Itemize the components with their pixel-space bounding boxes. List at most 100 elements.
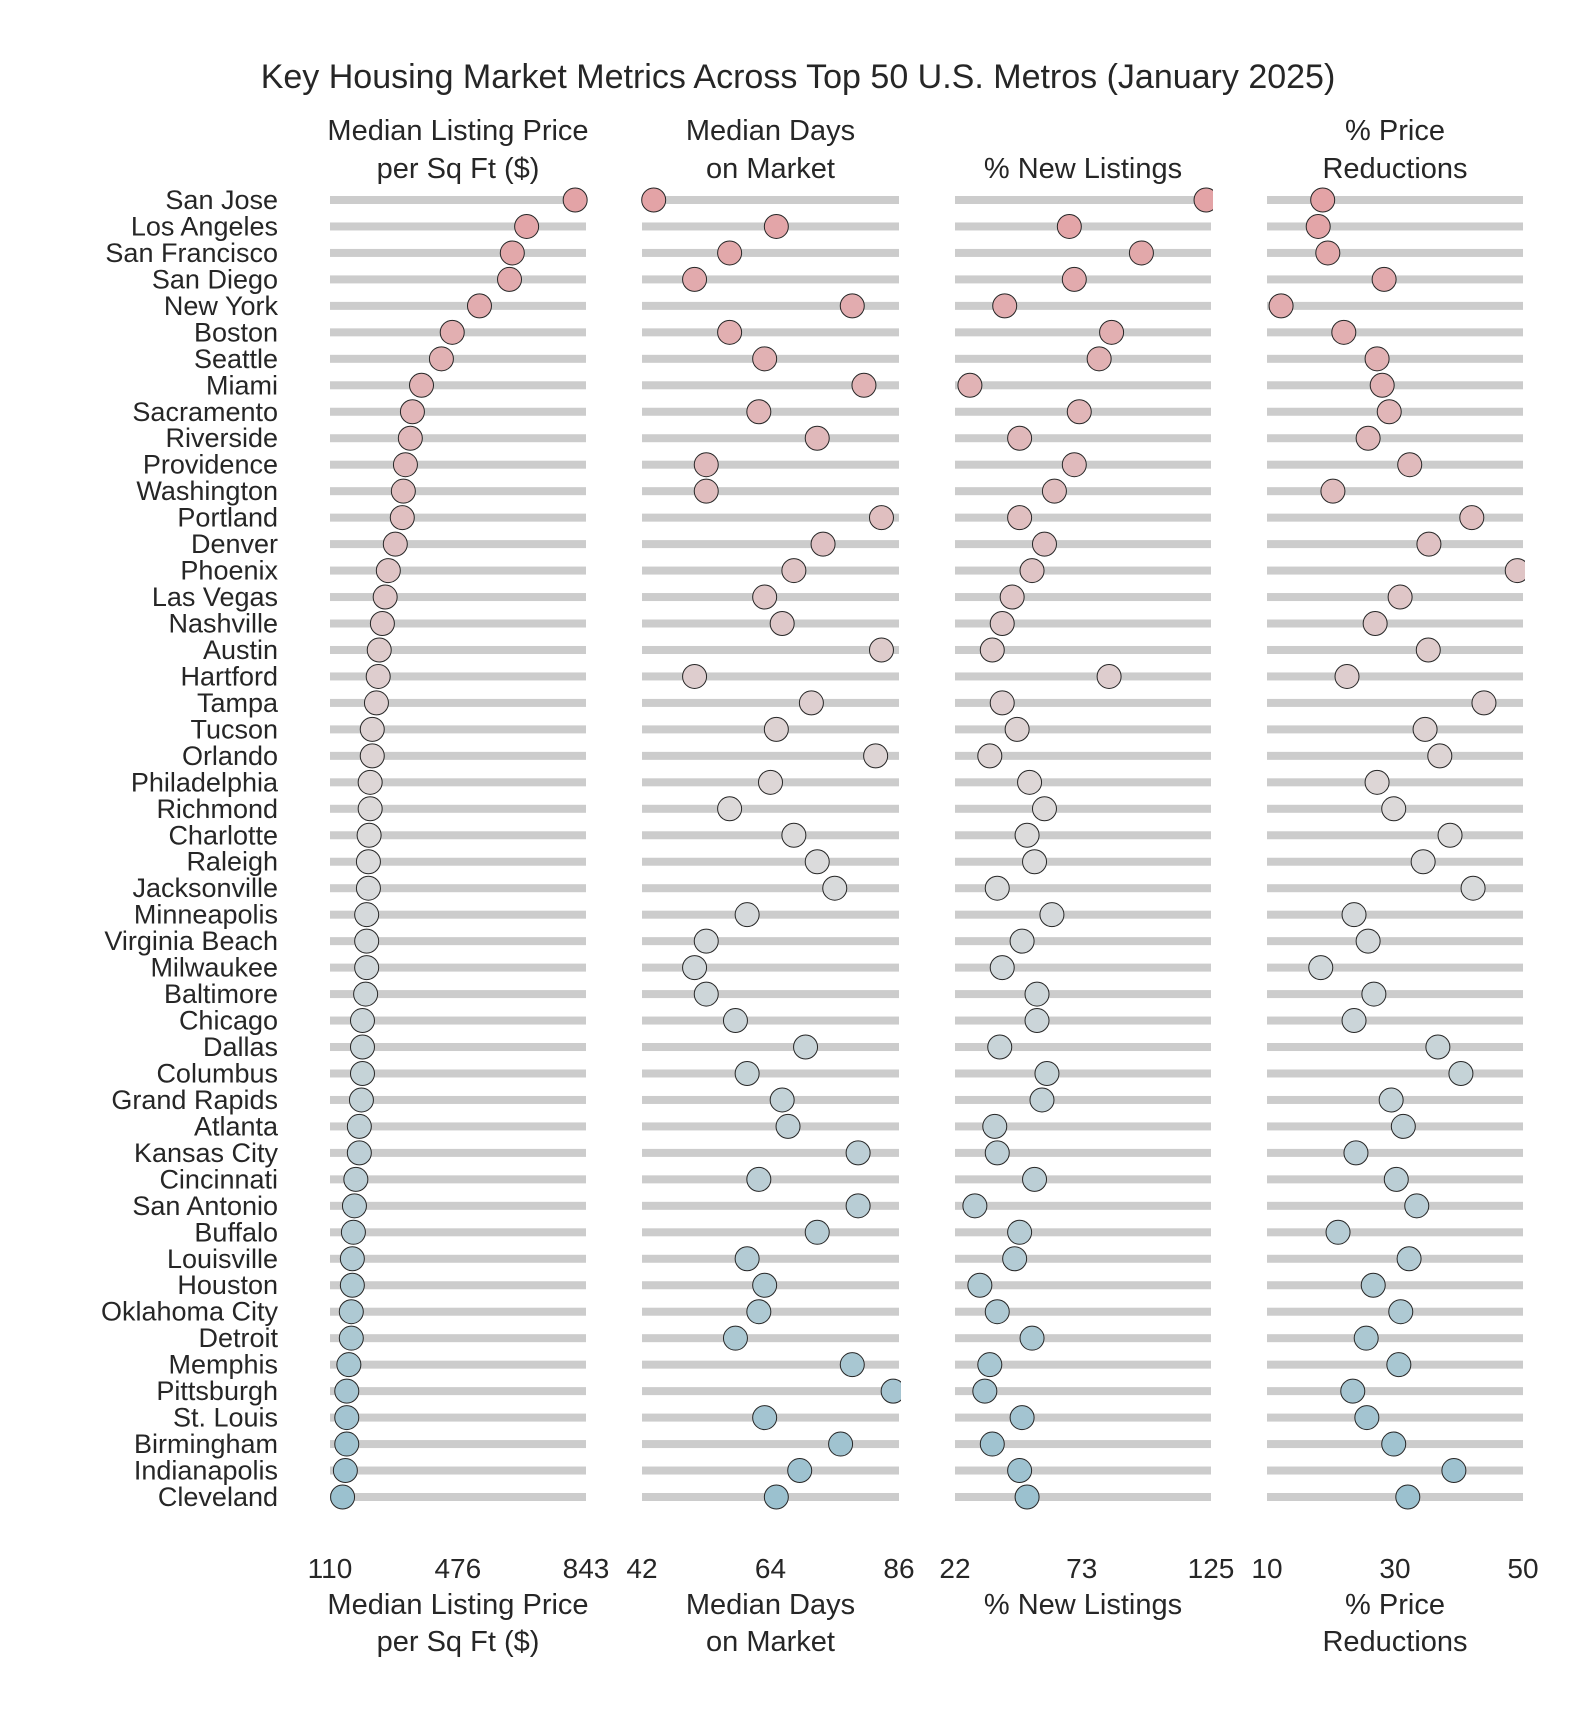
row-label: Washington [136,476,278,506]
row-bar [1267,1493,1523,1501]
data-point: Minneapolis: 60 [734,902,760,928]
data-point: Columbus: 40.3 [1448,1060,1474,1086]
data-point: Jacksonville: 220 [355,875,381,901]
data-point: Memphis: 30.6 [1386,1352,1412,1378]
panel-title: % New Listings [984,153,1182,185]
data-point: Providence: 326 [392,452,418,478]
row-bar [642,698,899,707]
row-bar [1267,857,1523,866]
data-point: Orlando: 231 [359,743,385,769]
data-point: Chicago: 55 [1024,1008,1050,1034]
row-bar [955,804,1211,813]
data-point: Tampa: 71 [798,690,824,716]
row-bar [955,1069,1211,1078]
data-point: Nashville: 260 [369,611,395,637]
data-point: Nashville: 41 [989,611,1015,637]
row-bar [330,698,586,707]
row-bar [642,381,899,390]
data-point: San Francisco: 632 [499,240,525,266]
row-bar [642,434,899,443]
row-bar [1267,725,1523,734]
row-bar [955,248,1211,257]
data-point: Dallas: 70 [793,1034,819,1060]
data-point: Boston: 22 [1331,319,1357,345]
row-label: Birmingham [134,1429,278,1459]
row-bar [642,248,899,257]
row-bar [955,1148,1211,1157]
row-bar [642,540,899,549]
data-point: Hartford: 84 [1096,663,1122,689]
data-point: Jacksonville: 39 [984,875,1010,901]
row-bar [955,540,1211,549]
row-label: Portland [177,503,278,533]
data-point: San Jose: 44 [641,187,667,213]
row-bar [642,1228,899,1237]
data-point: Virginia Beach: 25.8 [1355,928,1381,954]
row-label: Richmond [156,794,278,824]
dots: San Jose: 812 Los Angeles: 673San Francis… [330,187,588,1510]
row-bar [955,990,1211,999]
row-bar [955,1387,1211,1396]
row-label: Virginia Beach [104,926,278,956]
row-label: Indianapolis [134,1456,278,1486]
row-bar [642,857,899,866]
data-point: Louisville: 46 [1002,1246,1028,1272]
data-point: Buffalo: 21.1 [1325,1219,1351,1245]
data-point: Philadelphia: 225 [357,769,383,795]
tick-label: 110 [308,1553,353,1584]
row-bar [642,1122,899,1131]
row-bar [330,248,586,257]
data-point: Louisville: 32.2 [1396,1246,1422,1272]
data-point: Charlotte: 38.6 [1437,822,1463,848]
row-bar [330,672,586,681]
row-label: Baltimore [164,979,278,1009]
data-point: Indianapolis: 69 [787,1458,813,1484]
data-point: Birmingham: 37 [979,1431,1005,1457]
data-point: Denver: 297 [382,531,408,557]
data-point: Virginia Beach: 49 [1009,928,1035,954]
data-point: St. Louis: 25.6 [1354,1405,1380,1431]
row-bar [642,1254,899,1263]
row-bar [955,910,1211,919]
data-point: Austin: 35.2 [1415,637,1441,663]
row-bar [330,1413,586,1422]
row-bar [330,857,586,866]
data-point: Atlanta: 38 [982,1113,1008,1139]
data-point: Kansas City: 79 [845,1140,871,1166]
panel-2: Median Days on Market San Jose: 44 Los Ange… [626,115,914,1658]
row-bar [955,857,1211,866]
row-bar [955,1466,1211,1475]
row-bar [642,963,899,972]
data-point: San Diego: 624 [497,266,523,292]
data-point: New York: 538 [466,293,492,319]
row-bar [955,884,1211,893]
row-bar [1267,1043,1523,1052]
data-point: Los Angeles: 18 [1305,213,1331,239]
row-bar [642,1334,899,1343]
row-bar [955,328,1211,337]
row-label: Columbus [156,1058,278,1088]
row-bar [955,725,1211,734]
row-bar [642,460,899,469]
data-point: New York: 12.2 [1268,293,1294,319]
data-point: Portland: 83 [868,505,894,531]
row-bar [955,1440,1211,1449]
row-bar [330,540,586,549]
data-point: Washington: 20.3 [1320,478,1346,504]
row-label: Detroit [198,1323,278,1353]
data-point: Cleveland: 32 [1395,1484,1421,1510]
row-bar [642,566,899,575]
row-bar [330,884,586,893]
row-bar [330,566,586,575]
row-bar [642,1360,899,1369]
data-point: San Antonio: 180 [341,1193,367,1219]
data-point: Cincinnati: 184 [343,1166,369,1192]
row-label: Providence [143,450,278,480]
tick-label: 64 [755,1553,786,1584]
row-bar [642,804,899,813]
row-label: Memphis [168,1350,278,1380]
row-bar [330,1281,586,1290]
row-label: Jacksonville [132,873,278,903]
data-point: Tampa: 243 [363,690,389,716]
